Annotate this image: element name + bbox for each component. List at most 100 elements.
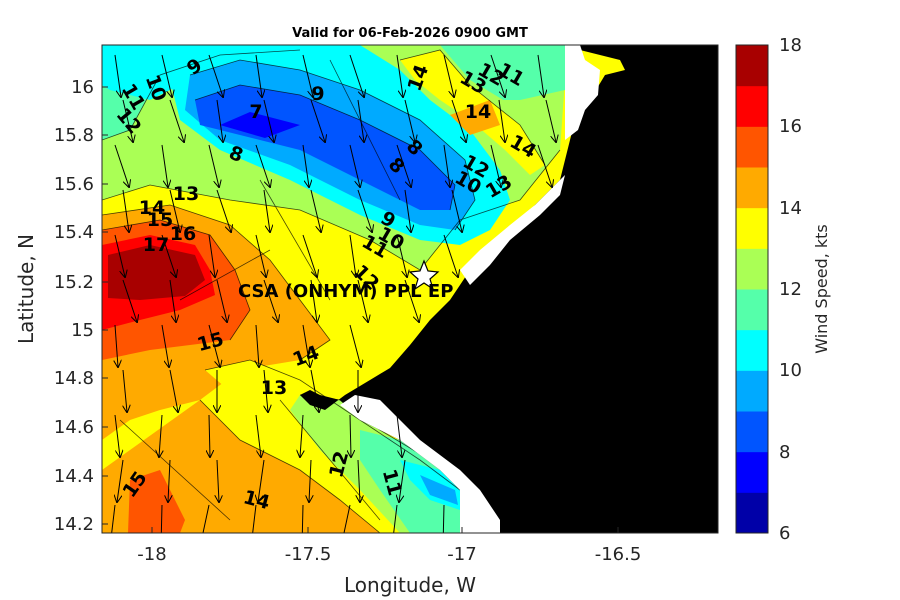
contour-label: 16 [170,223,196,245]
wind-arrow [161,324,169,367]
colorbar-tick-label: 6 [779,523,790,544]
contour-label: 17 [143,234,169,256]
contour-label: 13 [261,377,287,399]
wind-arrow [404,99,415,142]
wind-arrow [349,144,360,187]
wind-arrow [498,99,505,142]
station-marker-group[interactable]: CSA (ONHYM) PPL EP [238,259,453,302]
wind-arrow [115,324,118,367]
x-tick-label: -18 [137,544,166,565]
wind-vector-arrows [111,54,556,533]
x-axis: -18 -17.5 -17 -16.5 Longitude, W [137,527,641,597]
colorbar-tick-label: 18 [779,35,802,56]
wind-arrow [399,459,406,502]
band-12-south [360,430,460,533]
wind-arrow [442,504,445,533]
colorbar-swatch [736,207,768,249]
wind-arrow [111,504,116,533]
contour-label: 13 [173,183,199,205]
band-7 [220,112,300,138]
y-tick-label: 15 [71,320,94,341]
wind-arrow [208,54,223,97]
wind-arrow [357,99,364,142]
wind-arrow [209,414,210,457]
y-tick-label: 14.4 [54,466,94,487]
y-axis: 16 15.8 15.6 15.4 15.2 15 14.8 14.6 14.4… [14,77,108,535]
colorbar: 18 16 14 12 10 8 6 Wind Speed, kts [735,35,831,544]
wind-arrow [114,234,125,277]
wind-arrow [122,279,137,322]
coastal-white-strip-mid [460,175,565,285]
wind-arrow [255,54,262,97]
y-tick-label: 16 [71,77,94,98]
wind-arrow [264,369,268,412]
band-16-south [128,470,185,533]
wind-arrow [309,459,311,502]
colorbar-tick-label: 12 [779,279,802,300]
wind-arrow [396,54,403,97]
wind-arrow [396,414,402,457]
wind-arrow [263,189,270,232]
x-tick-label: -16.5 [595,544,642,565]
y-tick-label: 14.8 [54,368,94,389]
wind-arrow [168,459,170,502]
contour-label: 14 [139,197,165,219]
wind-arrow [252,504,257,533]
map-plot-area [102,45,718,533]
wind-arrow [357,279,368,322]
wind-arrow [396,144,411,187]
colorbar-tick-label: 14 [779,198,802,219]
wind-arrow [358,459,360,502]
wind-arrow [208,234,215,277]
band-10-south [420,475,458,505]
wind-arrow [263,279,278,322]
band-15-east [450,100,500,135]
wind-arrow [310,369,319,412]
wind-arrow [169,189,180,232]
wind-arrow [404,189,411,232]
colorbar-swatch [736,451,768,493]
wind-arrow [310,99,325,142]
colorbar-frame [735,44,769,534]
wind-arrow [310,189,321,232]
band-13-east [360,45,540,180]
wind-arrow [169,369,178,412]
y-tick-label: 15.2 [54,272,94,293]
wind-arrow [490,144,501,187]
wind-arrow [350,414,351,457]
wind-arrow [349,324,361,367]
band-10-northwest [102,45,210,100]
wind-arrow [443,54,454,97]
colorbar-swatch [736,126,768,168]
wind-arrow [302,144,309,187]
colorbar-label: Wind Speed, kts [812,224,831,354]
wind-arrow [216,189,231,232]
wind-arrow [202,504,210,533]
colorbar-tick-label: 10 [779,360,802,381]
colorbar-tick-label: 8 [779,442,790,463]
wind-arrow [443,234,458,277]
wind-arrow [263,99,274,142]
wind-arrow [443,144,450,187]
wind-arrow [310,279,317,322]
wind-arrow [169,99,184,142]
contour-label: 15 [147,209,173,231]
star-icon[interactable] [408,259,440,291]
wind-arrow [217,459,219,502]
wind-arrow [255,144,270,187]
wind-arrow [114,54,121,97]
wind-arrow [393,504,398,533]
wind-arrow [123,369,127,412]
coastal-white-strip-south [340,395,500,533]
wind-arrow [537,54,544,97]
contour-label: 9 [311,83,324,105]
wind-arrow [343,504,351,533]
y-tick-label: 14.2 [54,514,94,535]
wind-arrow [114,414,120,457]
wind-arrow [451,189,462,232]
colorbar-swatch [736,167,768,209]
wind-arrow [216,99,223,142]
wind-arrow [160,504,163,533]
wind-arrow [302,324,310,367]
